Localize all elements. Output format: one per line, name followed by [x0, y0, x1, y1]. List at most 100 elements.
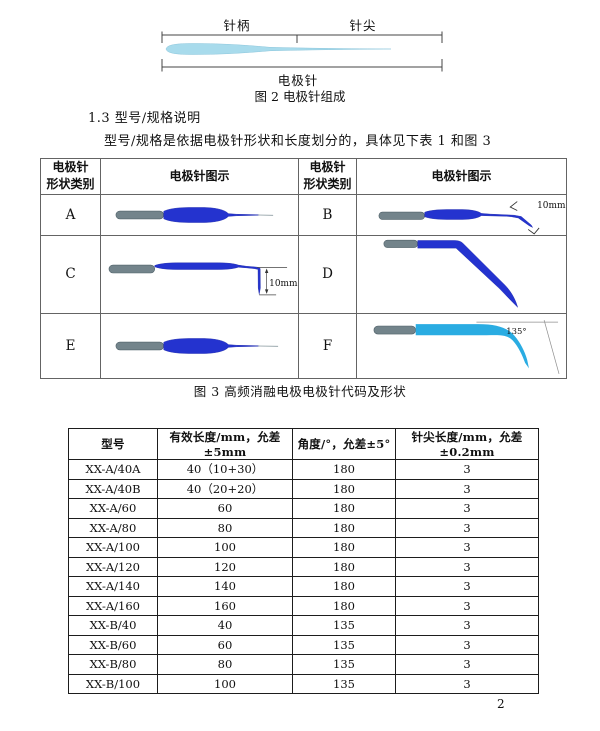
spec-row: XX-A/140 140 180 3	[68, 576, 539, 597]
spec-cell-model: XX-B/100	[68, 673, 158, 694]
dim-arrow-icon	[264, 289, 269, 294]
spec-cell-tiplength: 3	[395, 556, 539, 577]
spec-header-angle: 角度/°，允差±5°	[292, 428, 396, 460]
spec-cell-length: 60	[157, 498, 293, 519]
spec-cell-model: XX-B/40	[68, 615, 158, 636]
spec-cell-angle: 180	[292, 556, 396, 577]
spec-row: XX-A/160 160 180 3	[68, 595, 539, 616]
spec-cell-angle: 135	[292, 673, 396, 694]
spec-cell-angle: 135	[292, 654, 396, 675]
shapes-header-row: 电极针 形状类别 电极针图示 电极针 形状类别 电极针图示	[40, 158, 567, 195]
needle-b-diagram: 10mm	[378, 200, 566, 235]
shapes-header-category-left: 电极针 形状类别	[40, 158, 101, 195]
spec-row: XX-A/120 120 180 3	[68, 556, 539, 577]
spec-cell-angle: 180	[292, 459, 396, 480]
spec-cell-model: XX-A/40B	[68, 478, 158, 499]
shapes-header-diagram-right: 电极针图示	[356, 158, 567, 195]
spec-row: XX-B/100 100 135 3	[68, 673, 539, 694]
spec-cell-length: 160	[157, 595, 293, 616]
shapes-row-cd: C 10mm D	[40, 234, 567, 314]
needle-c-diagram: 10mm	[108, 262, 298, 296]
shape-code-f: F	[298, 312, 357, 379]
spec-cell-tiplength: 3	[395, 576, 539, 597]
spec-cell-angle: 180	[292, 576, 396, 597]
spec-cell-tiplength: 3	[395, 673, 539, 694]
spec-row: XX-A/80 80 180 3	[68, 517, 539, 538]
shape-code-d: D	[298, 234, 357, 314]
spec-cell-tiplength: 3	[395, 478, 539, 499]
figure3-caption: 图 3 高频消融电极电极针代码及形状	[193, 384, 407, 399]
spec-cell-tiplength: 3	[395, 459, 539, 480]
shapes-header-category-right: 电极针 形状类别	[298, 158, 357, 195]
spec-row: XX-B/40 40 135 3	[68, 615, 539, 636]
shapes-row-ab: A B 10mm	[40, 193, 567, 236]
spec-table: 型号 有效长度/mm，允差±5mm 角度/°，允差±5° 针尖长度/mm，允差±…	[68, 428, 539, 694]
needle-d-diagram	[383, 239, 518, 308]
spec-cell-model: XX-A/120	[68, 556, 158, 577]
section-body-text: 型号/规格是依据电极针形状和长度划分的，具体见下表 1 和图 3	[104, 134, 492, 149]
spec-cell-tiplength: 3	[395, 634, 539, 655]
spec-cell-angle: 135	[292, 615, 396, 636]
spec-cell-length: 140	[157, 576, 293, 597]
spec-cell-length: 40	[157, 615, 293, 636]
spec-cell-model: XX-A/40A	[68, 459, 158, 480]
spec-cell-tiplength: 3	[395, 517, 539, 538]
spec-cell-length: 100	[157, 673, 293, 694]
shape-cell-f: 135°	[356, 312, 567, 379]
needle-a-diagram	[115, 207, 274, 223]
spec-cell-tiplength: 3	[395, 654, 539, 675]
spec-cell-angle: 180	[292, 498, 396, 519]
shape-cell-a	[100, 193, 299, 236]
spec-cell-length: 100	[157, 537, 293, 558]
spec-row: XX-A/40B 40（20+20） 180 3	[68, 478, 539, 499]
spec-row: XX-A/100 100 180 3	[68, 537, 539, 558]
shape-code-b: B	[298, 193, 357, 236]
spec-cell-model: XX-B/80	[68, 654, 158, 675]
figure2-bracket-diagram	[161, 31, 443, 72]
figure2-handle-label: 针柄	[223, 18, 251, 33]
figure2-assembly-label: 电极针	[277, 73, 319, 88]
spec-cell-tiplength: 3	[395, 595, 539, 616]
shape-code-e: E	[40, 312, 101, 379]
shape-code-c: C	[40, 234, 101, 314]
dim-arrow-icon	[509, 200, 518, 211]
page-number: 2	[497, 697, 505, 711]
spec-cell-angle: 180	[292, 478, 396, 499]
angle-label-f: 135°	[506, 326, 526, 336]
shapes-row-ef: E F 135°	[40, 312, 567, 379]
shape-cell-d	[356, 234, 567, 314]
spec-cell-model: XX-A/60	[68, 498, 158, 519]
spec-cell-angle: 180	[292, 517, 396, 538]
section-heading: 1.3 型号/规格说明	[88, 111, 201, 126]
spec-row: XX-A/60 60 180 3	[68, 498, 539, 519]
spec-cell-angle: 180	[292, 595, 396, 616]
spec-row: XX-B/60 60 135 3	[68, 634, 539, 655]
spec-cell-length: 40（20+20）	[157, 478, 293, 499]
shapes-header-diagram-left: 电极针图示	[100, 158, 299, 195]
spec-header-tiplength: 针尖长度/mm，允差±0.2mm	[395, 428, 539, 460]
spec-cell-model: XX-B/60	[68, 634, 158, 655]
spec-cell-length: 60	[157, 634, 293, 655]
spec-cell-length: 120	[157, 556, 293, 577]
dim-label-c: 10mm	[269, 279, 298, 289]
spec-cell-tiplength: 3	[395, 615, 539, 636]
spec-cell-angle: 180	[292, 537, 396, 558]
shape-cell-e	[100, 312, 299, 379]
spec-cell-tiplength: 3	[395, 537, 539, 558]
dim-arrow-icon	[527, 227, 540, 235]
spec-row: XX-A/40A 40（10+30） 180 3	[68, 459, 539, 480]
figure2-tip-label: 针尖	[349, 18, 377, 33]
shapes-table: 电极针 形状类别 电极针图示 电极针 形状类别 电极针图示 A B	[40, 158, 567, 379]
spec-cell-length: 40（10+30）	[157, 459, 293, 480]
needle-e-diagram	[115, 338, 279, 354]
spec-cell-tiplength: 3	[395, 498, 539, 519]
spec-cell-model: XX-A/160	[68, 595, 158, 616]
spec-cell-length: 80	[157, 654, 293, 675]
dim-arrow-icon	[264, 268, 269, 273]
figure2-needle-shape	[165, 43, 392, 55]
spec-cell-angle: 135	[292, 634, 396, 655]
shape-cell-c: 10mm	[100, 234, 299, 314]
spec-cell-model: XX-A/140	[68, 576, 158, 597]
shape-code-a: A	[40, 193, 101, 236]
